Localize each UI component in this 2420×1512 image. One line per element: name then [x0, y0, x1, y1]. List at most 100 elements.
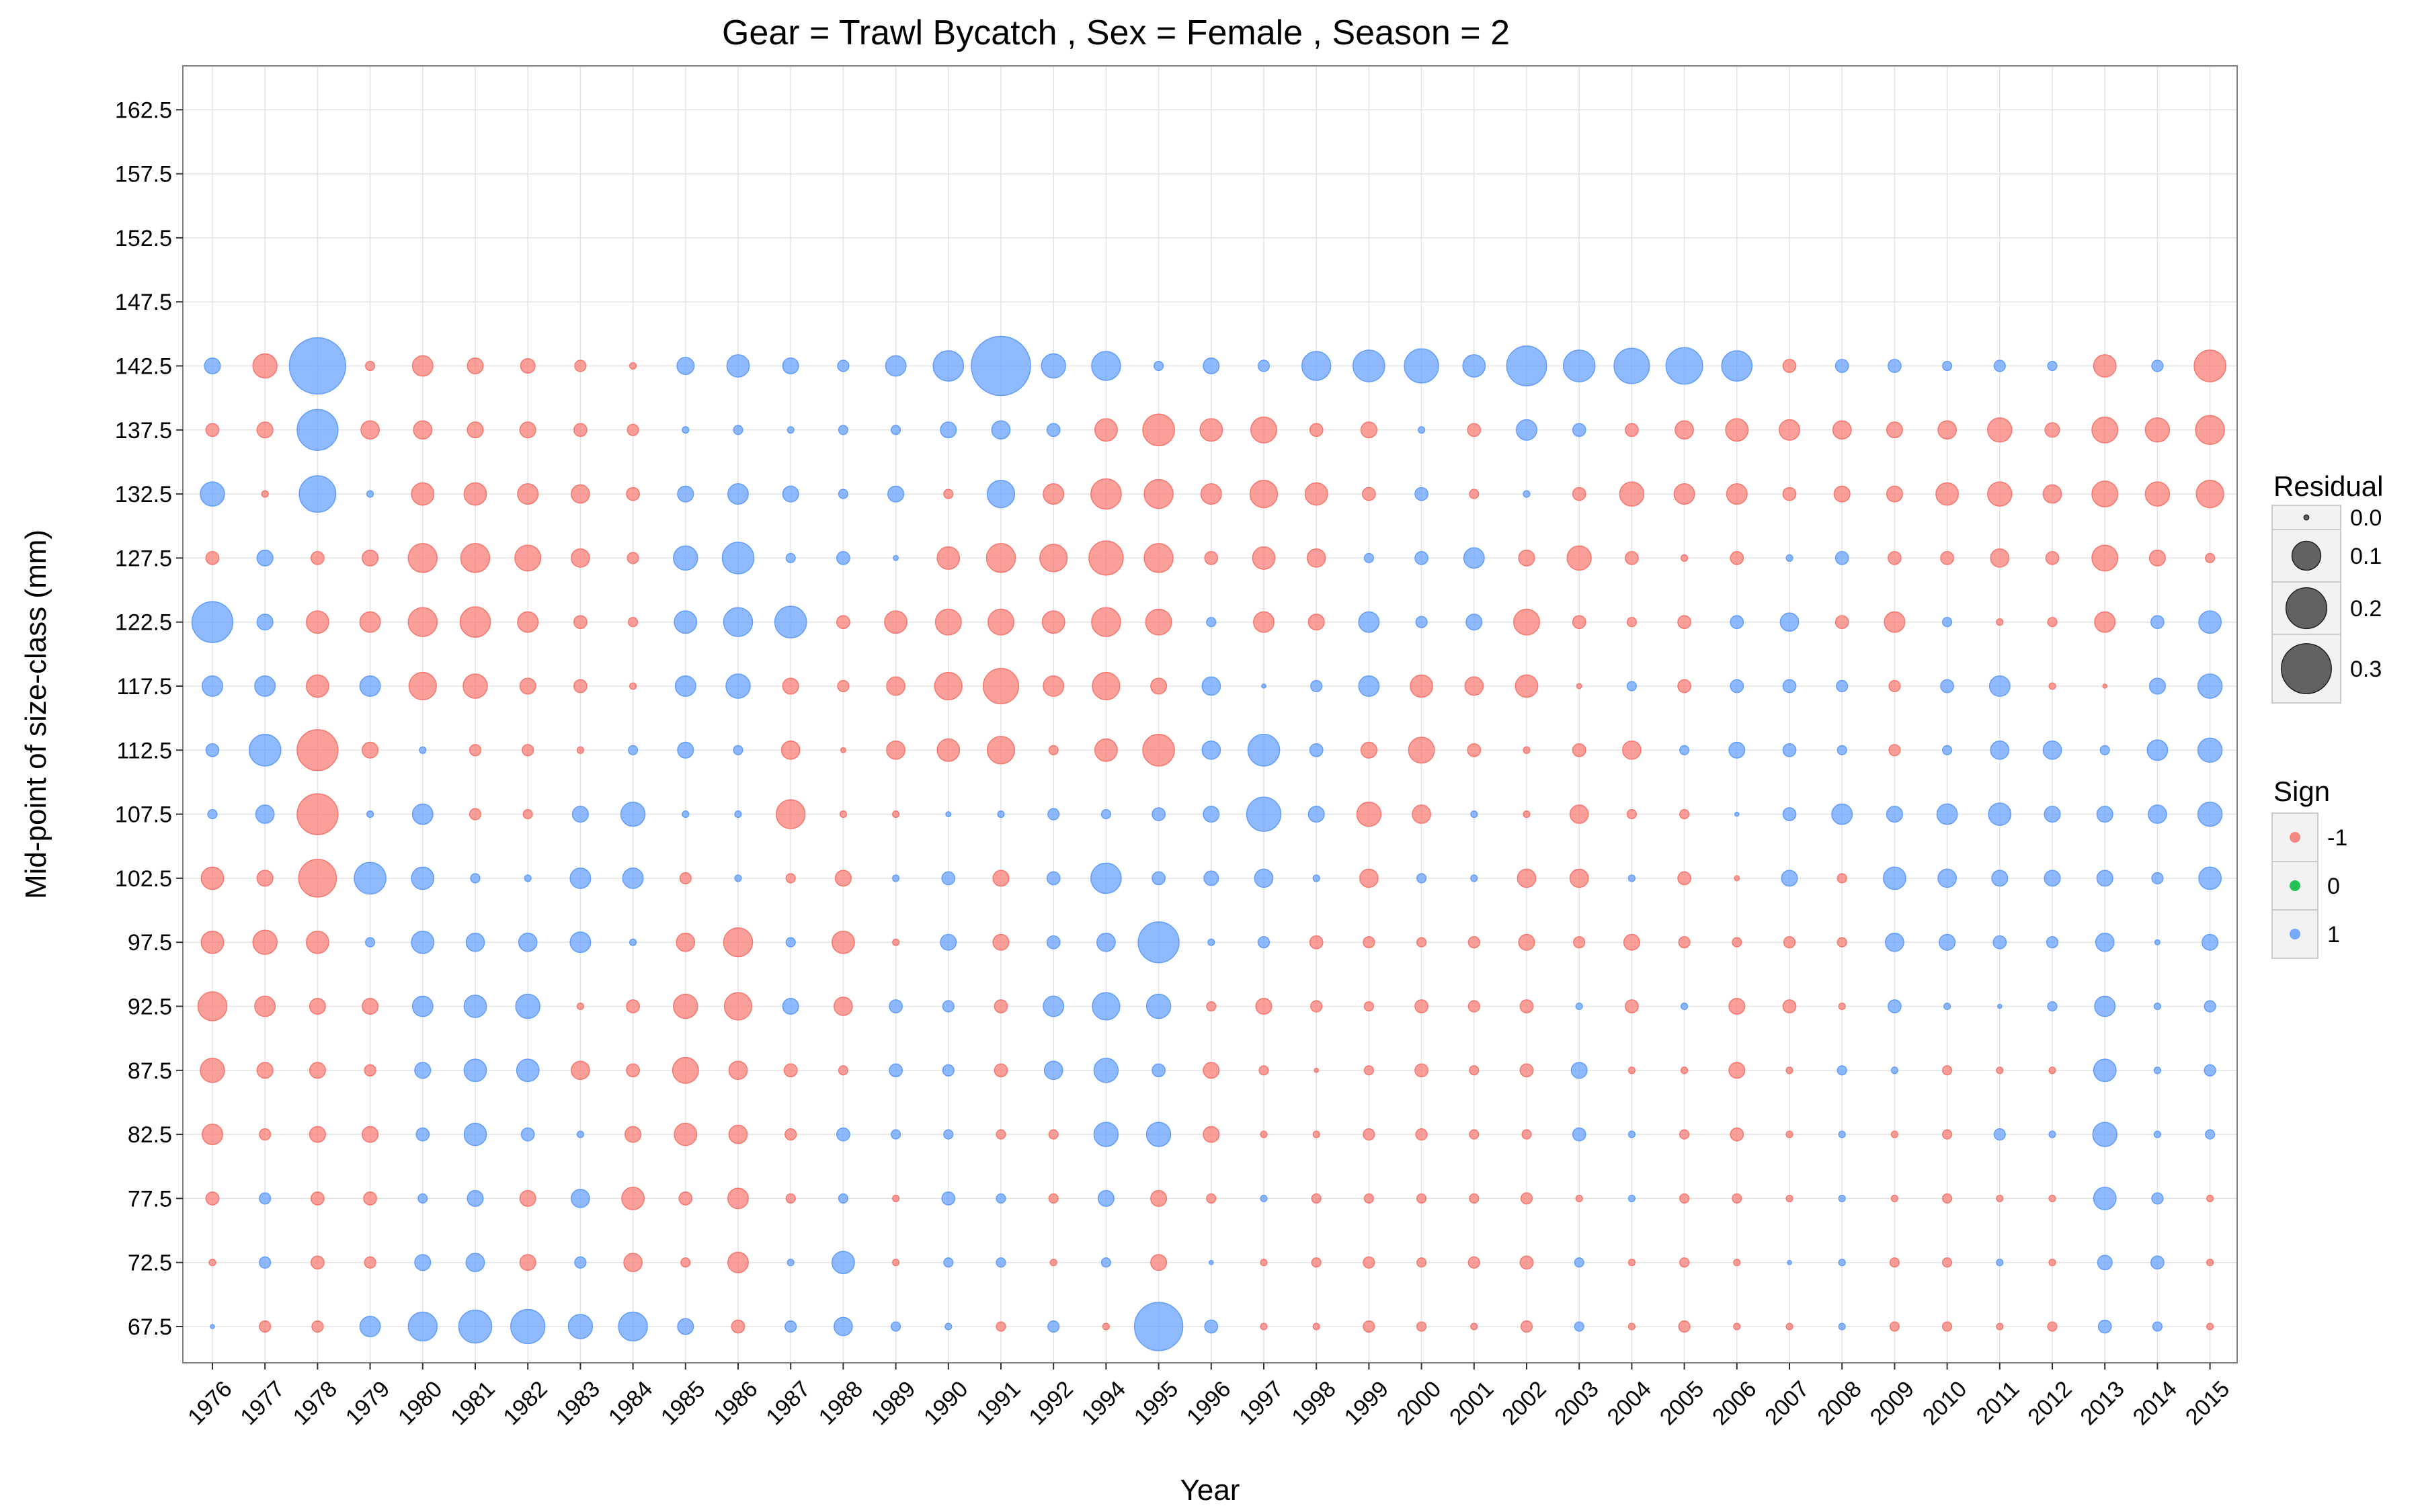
residual-point: [1142, 413, 1175, 447]
residual-point: [1675, 420, 1694, 440]
residual-point: [971, 335, 1031, 396]
residual-point: [261, 490, 269, 498]
y-tick-label: 157.5: [115, 162, 172, 187]
residual-point: [2148, 677, 2166, 695]
residual-point: [1625, 423, 1639, 437]
residual-point: [626, 999, 640, 1013]
residual-point: [1785, 554, 1793, 562]
x-tick-label: 2004: [1603, 1376, 1656, 1430]
residual-point: [256, 421, 274, 439]
residual-point: [677, 741, 694, 759]
residual-point: [1991, 870, 2009, 887]
residual-point: [567, 1314, 594, 1339]
residual-point: [1250, 416, 1277, 444]
residual-point: [2206, 1259, 2214, 1267]
residual-point: [2146, 739, 2169, 761]
residual-point: [1360, 421, 1377, 439]
residual-point: [1465, 614, 1483, 631]
residual-point: [1569, 804, 1589, 824]
residual-point: [306, 674, 329, 698]
residual-point: [992, 870, 1010, 887]
residual-point: [893, 554, 899, 561]
residual-point: [574, 1256, 587, 1269]
residual-point: [1258, 1065, 1269, 1076]
residual-point: [256, 614, 274, 631]
residual-point: [785, 873, 796, 884]
residual-point: [1779, 612, 1800, 632]
residual-point: [417, 1193, 428, 1204]
residual-point: [1516, 419, 1537, 441]
residual-point: [1519, 1063, 1534, 1078]
residual-point: [1515, 674, 1539, 698]
residual-point: [363, 1191, 377, 1206]
residual-point: [1884, 611, 1906, 633]
residual-point: [2197, 737, 2223, 763]
y-tick-label: 127.5: [115, 546, 172, 571]
residual-point: [2154, 939, 2161, 946]
residual-point: [1046, 935, 1061, 950]
residual-point: [785, 1193, 796, 1204]
legend: Residual 0.0 0.1 0.2 0.3 Sign -1 0 1: [2271, 470, 2383, 959]
x-tick-label: 1979: [341, 1376, 395, 1430]
residual-point: [2096, 870, 2113, 887]
residual-point: [259, 1128, 272, 1141]
residual-point: [1782, 743, 1797, 757]
residual-point: [524, 874, 532, 882]
residual-point: [202, 1124, 223, 1146]
x-tick-label: 1999: [1340, 1376, 1394, 1430]
y-axis: 67.5 72.5 77.5 82.5 87.5 92.5 97.5 102.5 107.5 11…: [115, 97, 183, 1340]
residual-point: [1576, 683, 1582, 689]
residual-point: [1679, 1129, 1690, 1140]
residual-point: [2093, 1187, 2117, 1210]
residual-point: [1048, 1193, 1059, 1204]
residual-point: [2091, 416, 2119, 444]
x-tick-label: 2014: [2128, 1376, 2182, 1430]
residual-point: [465, 1253, 485, 1273]
y-tick-label: 102.5: [115, 866, 172, 892]
residual-point: [2206, 1322, 2214, 1331]
residual-point: [311, 1255, 325, 1270]
residual-point: [1519, 1255, 1534, 1270]
residual-point: [1935, 482, 1959, 506]
residual-point: [519, 1189, 536, 1207]
residual-point: [1627, 1130, 1636, 1138]
residual-point: [576, 746, 584, 754]
residual-point: [469, 744, 482, 757]
residual-point: [1942, 1065, 1953, 1076]
residual-point: [727, 1251, 749, 1273]
residual-point: [519, 677, 536, 695]
residual-point: [1996, 618, 2004, 626]
residual-point: [407, 607, 438, 637]
residual-point: [836, 551, 850, 565]
residual-point: [728, 1060, 748, 1081]
residual-point: [1679, 1257, 1690, 1268]
residual-point: [311, 1191, 325, 1206]
residual-point: [510, 1308, 546, 1345]
residual-point: [362, 1126, 379, 1143]
residual-point: [626, 487, 640, 501]
legend-sign-label: -1: [2327, 825, 2347, 851]
residual-point: [1094, 418, 1118, 442]
residual-point: [411, 482, 435, 506]
residual-point: [411, 866, 435, 890]
residual-point: [886, 676, 905, 696]
residual-point: [1523, 490, 1531, 498]
residual-point: [1886, 806, 1903, 823]
residual-point: [205, 1191, 220, 1206]
residual-point: [889, 1063, 903, 1078]
residual-point: [288, 337, 347, 395]
residual-point: [932, 350, 965, 382]
x-tick-label: 2008: [1812, 1376, 1866, 1430]
residual-point: [934, 671, 963, 701]
residual-point: [573, 679, 588, 694]
residual-point: [2152, 1321, 2163, 1332]
residual-point: [1838, 1259, 1846, 1267]
residual-point: [891, 1321, 901, 1332]
residual-point: [1416, 937, 1427, 948]
legend-sign-label: 0: [2327, 874, 2340, 899]
x-tick-label: 1981: [446, 1376, 499, 1430]
residual-point: [2047, 360, 2058, 372]
x-tick-label: 2009: [1865, 1376, 1919, 1430]
residual-point: [200, 866, 225, 890]
residual-point: [411, 930, 435, 954]
